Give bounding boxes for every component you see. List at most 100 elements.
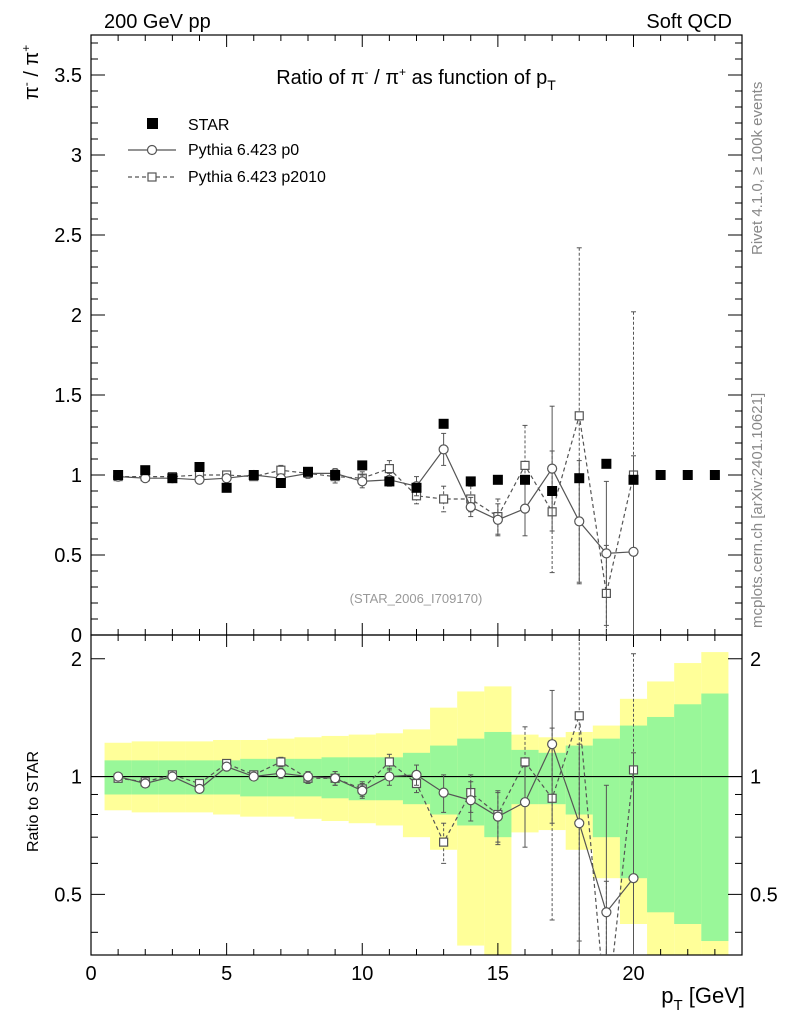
p2010-point [384, 757, 394, 767]
p0-point [574, 516, 585, 527]
p0-point [574, 818, 585, 829]
star-point [601, 458, 612, 469]
p2010-point [574, 711, 584, 721]
y-tick-label-main: 2.5 [54, 225, 82, 247]
star-point [194, 462, 205, 472]
green-band-bin [647, 716, 675, 913]
p2010-point [574, 411, 584, 421]
x-tick-label: 0 [85, 963, 96, 985]
p2010-line [118, 415, 635, 594]
axis-ticks [90, 35, 743, 955]
star-point [520, 474, 530, 485]
p2010-point [276, 465, 286, 475]
p0-point [519, 503, 531, 514]
y-tick-label-ratio: 2 [71, 649, 82, 671]
y-tick-label-main: 2 [71, 305, 82, 327]
p0-point [628, 873, 639, 884]
p2010-point [520, 460, 530, 470]
star-point [330, 470, 341, 480]
star-point [682, 470, 693, 480]
star-point [655, 470, 666, 480]
star-point [574, 473, 585, 484]
y-tick-label-main: 0.5 [54, 545, 82, 567]
star-point [221, 482, 232, 493]
star-point [113, 470, 124, 480]
analysis-id-watermark: (STAR_2006_I709170) [350, 591, 483, 606]
p0-point [330, 773, 341, 784]
star-point [411, 482, 422, 493]
y-axis-label-ratio: Ratio to STAR [25, 751, 42, 852]
rivet-note: Rivet 4.1.0, ≥ 100k events [749, 82, 766, 255]
x-tick-label: 15 [487, 963, 509, 985]
p0-point [384, 771, 395, 782]
y-tick-label-ratio: 1 [71, 767, 82, 789]
legend-p0-marker [146, 144, 158, 156]
plot-title: Ratio of π- / π+ as function of pT [276, 65, 556, 93]
p0-point [194, 474, 205, 485]
p0-point [221, 761, 232, 772]
star-point [492, 474, 503, 485]
p2010-point [520, 757, 530, 767]
p2010-point [276, 757, 286, 767]
x-axis-label: pT [GeV] [661, 983, 745, 1014]
uncertainty-bands [104, 652, 729, 955]
y-axis-label-main: π- / π+ [19, 45, 43, 100]
green-band-bin [701, 693, 729, 942]
star-point [248, 470, 259, 480]
p2010-point [439, 837, 449, 847]
p0-point [601, 907, 612, 918]
star-point [438, 418, 449, 429]
p0-point [547, 739, 558, 750]
p0-point [411, 769, 422, 780]
star-point [384, 476, 395, 487]
y-tick-label-main: 3 [71, 145, 82, 167]
star-point [709, 470, 720, 480]
header-energy-label: 200 GeV pp [104, 11, 211, 33]
p0-point [140, 778, 151, 789]
star-point [303, 466, 313, 477]
y-tick-label-ratio-right: 0.5 [750, 884, 778, 906]
star-point [357, 460, 368, 471]
y-tick-label-main: 1 [71, 465, 82, 487]
legend-p0-label: Pythia 6.423 p0 [188, 142, 299, 159]
star-point [465, 476, 476, 487]
p0-point [601, 548, 612, 559]
p0-point [547, 463, 558, 474]
star-point [140, 465, 151, 476]
star-point [275, 478, 286, 488]
star-point [628, 474, 639, 485]
p0-line [117, 742, 634, 914]
p0-point [113, 771, 124, 782]
p0-point [221, 473, 232, 484]
y-tick-label-main: 1.5 [54, 385, 82, 407]
p0-point [302, 771, 314, 782]
y-tick-label-ratio-right: 1 [750, 767, 761, 789]
y-tick-label-ratio-right: 2 [750, 649, 761, 671]
y-tick-label-main: 0 [71, 625, 82, 647]
legend: STAR Pythia 6.423 p0 Pythia 6.423 p2010 [128, 117, 326, 186]
p0-point [492, 514, 503, 525]
p0-point [492, 811, 503, 822]
x-tick-label: 20 [622, 963, 644, 985]
p0-point [275, 768, 286, 779]
p0-point [167, 771, 178, 782]
p2010-point [602, 1015, 610, 1023]
p0-point [465, 795, 476, 806]
axis-tick-labels: 0 5 10 15 20 0 0.5 1 1.5 2 2.5 3 3.5 0.5 0.5 1 1 2 2 [54, 65, 778, 985]
p0-point [248, 771, 259, 782]
p0-point [438, 787, 449, 798]
ratio-panel-series [113, 635, 639, 1023]
header-category-label: Soft QCD [646, 11, 732, 33]
p0-point [465, 501, 476, 513]
y-tick-label-main: 3.5 [54, 65, 82, 87]
p0-point [438, 444, 449, 455]
x-tick-label: 5 [221, 963, 232, 985]
star-point [167, 473, 178, 484]
legend-p2010-marker [147, 172, 157, 182]
p2010-point [439, 494, 449, 504]
green-band-bin [674, 704, 702, 925]
p0-point [628, 546, 639, 557]
p2010-line [118, 715, 635, 955]
x-tick-label: 10 [351, 963, 373, 985]
legend-star-label: STAR [188, 117, 229, 134]
